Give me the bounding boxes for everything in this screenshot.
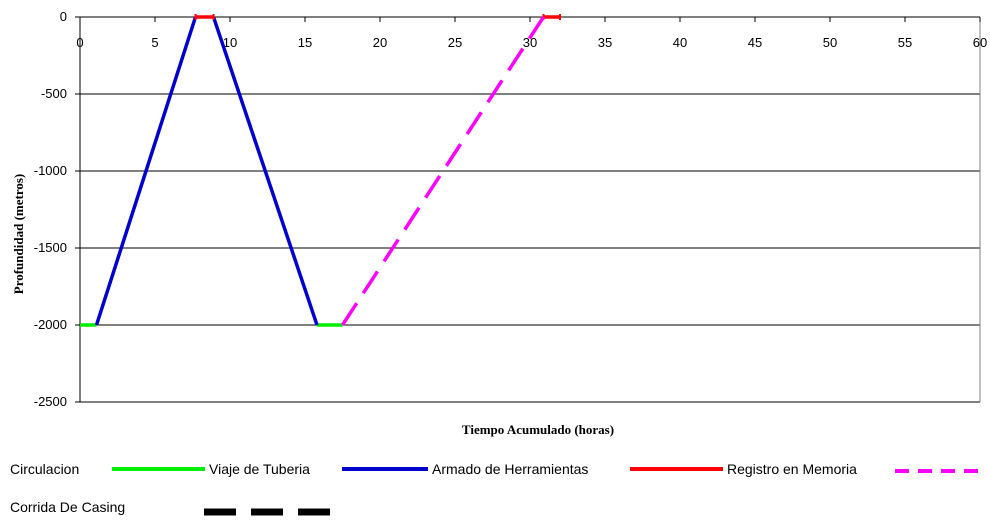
y-axis-title: Profundidad (metros) (11, 174, 26, 295)
y-tick-label: -1500 (34, 240, 67, 255)
x-axis-ticks: 0 5 10 15 20 25 30 35 40 45 50 55 60 (76, 17, 987, 50)
x-tick-label: 20 (373, 35, 387, 50)
plot-area (80, 17, 980, 402)
x-tick-label: 5 (151, 35, 158, 50)
legend-label: Circulacion (10, 461, 79, 477)
y-tick-label: 0 (60, 9, 67, 24)
legend-label: Viaje de Tuberia (209, 461, 310, 477)
series-line-registro-en-memoria (341, 16, 545, 326)
x-tick-label: 0 (76, 35, 83, 50)
x-axis-title: Tiempo Acumulado (horas) (462, 422, 614, 437)
legend-label: Registro en Memoria (727, 461, 857, 477)
x-tick-label: 55 (898, 35, 912, 50)
x-tick-label: 25 (448, 35, 462, 50)
y-tick-label: -500 (41, 86, 67, 101)
x-tick-label: 15 (298, 35, 312, 50)
x-tick-label: 40 (673, 35, 687, 50)
x-tick-label: 45 (748, 35, 762, 50)
y-tick-label: -2000 (34, 317, 67, 332)
legend-label: Armado de Herramientas (432, 461, 588, 477)
x-tick-label: 10 (223, 35, 237, 50)
x-tick-label: 35 (598, 35, 612, 50)
y-axis-ticks: 0 -500 -1000 -1500 -2000 -2500 (34, 9, 80, 409)
x-tick-label: 60 (973, 35, 987, 50)
series-line-viaje-de-tuberia (94, 16, 198, 326)
series-line-viaje-de-tuberia (211, 16, 319, 326)
legend: Circulacion Viaje de Tuberia Armado de Her… (10, 461, 985, 516)
x-tick-label: 50 (823, 35, 837, 50)
x-tick-label: 30 (523, 35, 537, 50)
legend-label: Corrida De Casing (10, 499, 125, 515)
y-tick-label: -2500 (34, 394, 67, 409)
y-tick-label: -1000 (34, 163, 67, 178)
series-group (80, 14, 561, 327)
